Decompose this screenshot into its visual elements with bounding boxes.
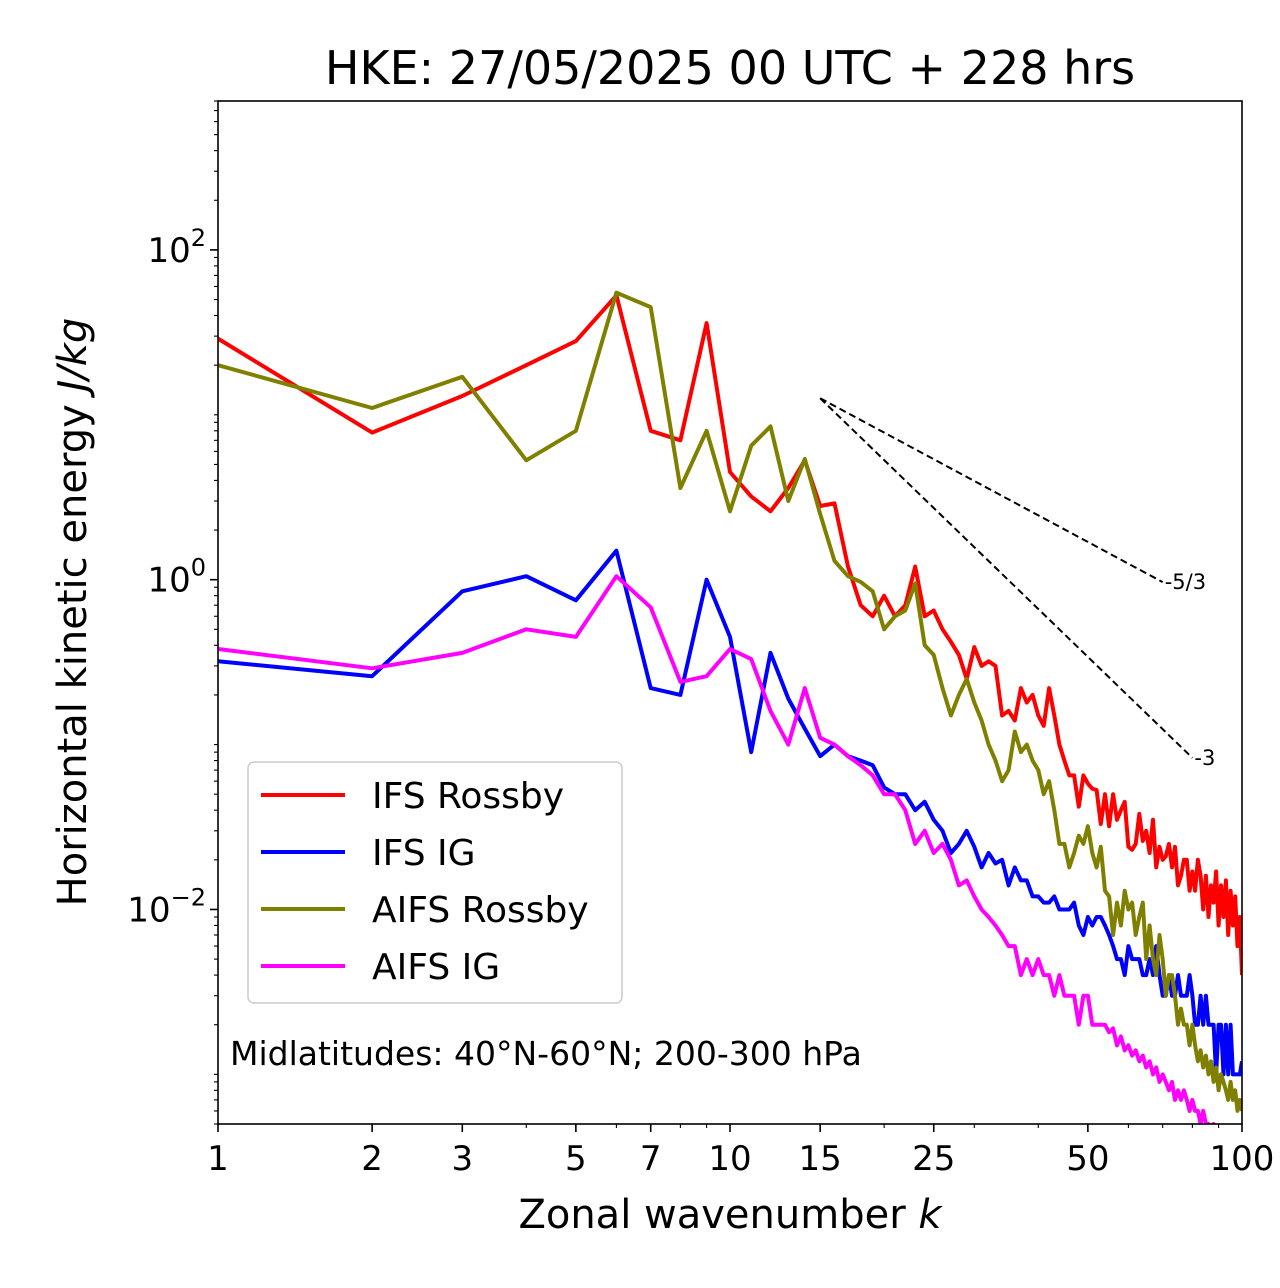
- series-layer: [218, 290, 1242, 1124]
- legend-box: [247, 761, 623, 1004]
- x-tick-label: 15: [799, 1139, 842, 1179]
- region-annotation: Midlatitudes: 40°N-60°N; 200-300 hPa: [230, 1034, 862, 1073]
- x-axis-label: Zonal wavenumber k: [518, 1192, 943, 1238]
- x-tick-label: 3: [451, 1139, 473, 1179]
- y-tick-label: 102: [147, 224, 206, 271]
- reference-line-label: -3: [1194, 746, 1215, 770]
- x-axis-label-text: Zonal wavenumber: [518, 1192, 906, 1238]
- series-line-2: [218, 290, 1242, 1113]
- legend-label: AIFS IG: [372, 947, 500, 988]
- y-tick-label-exponent: −2: [171, 883, 206, 911]
- x-tick-label: 1: [207, 1139, 229, 1179]
- chart-title: HKE: 27/05/2025 00 UTC + 228 hrs: [325, 41, 1135, 95]
- legend-label: AIFS Rossby: [372, 890, 589, 931]
- y-tick-label: 10−2: [127, 883, 206, 930]
- y-axis-label: Horizontal kinetic energy J/kg: [50, 318, 96, 907]
- legend: IFS Rossby IFS IG AIFS Rossby AIFS IG: [247, 761, 623, 1004]
- y-tick-label-base: 10: [147, 561, 190, 601]
- x-tick-label: 10: [708, 1139, 751, 1179]
- y-tick-label-base: 10: [127, 890, 170, 930]
- x-tick-label: 25: [912, 1139, 955, 1179]
- x-axis-ticks: 1 2 3 5 7 10 15 25 50 100: [207, 1124, 1274, 1179]
- x-tick-label: 50: [1066, 1139, 1109, 1179]
- y-axis-label-text: Horizontal kinetic energy: [50, 404, 96, 906]
- x-tick-label: 5: [565, 1139, 587, 1179]
- x-tick-label: 7: [640, 1139, 662, 1179]
- reference-line-label: -5/3: [1165, 570, 1206, 594]
- legend-label: IFS Rossby: [372, 776, 564, 817]
- x-tick-label: 100: [1210, 1139, 1275, 1179]
- y-axis-label-unit: J/kg: [50, 318, 96, 399]
- reference-line-0: [819, 397, 1164, 583]
- y-tick-label: 100: [147, 554, 206, 601]
- x-axis-label-var: k: [918, 1192, 943, 1238]
- y-tick-label-base: 10: [147, 231, 190, 271]
- series-line-0: [218, 293, 1242, 976]
- y-tick-label-exponent: 0: [191, 554, 206, 582]
- reference-line-1: [819, 397, 1194, 759]
- x-tick-label: 2: [361, 1139, 383, 1179]
- reference-lines: -5/3 -3: [819, 397, 1215, 770]
- legend-entries: IFS Rossby IFS IG AIFS Rossby AIFS IG: [261, 776, 589, 988]
- legend-label: IFS IG: [372, 833, 476, 874]
- series-line-3: [218, 574, 1216, 1124]
- y-tick-label-exponent: 2: [191, 224, 206, 252]
